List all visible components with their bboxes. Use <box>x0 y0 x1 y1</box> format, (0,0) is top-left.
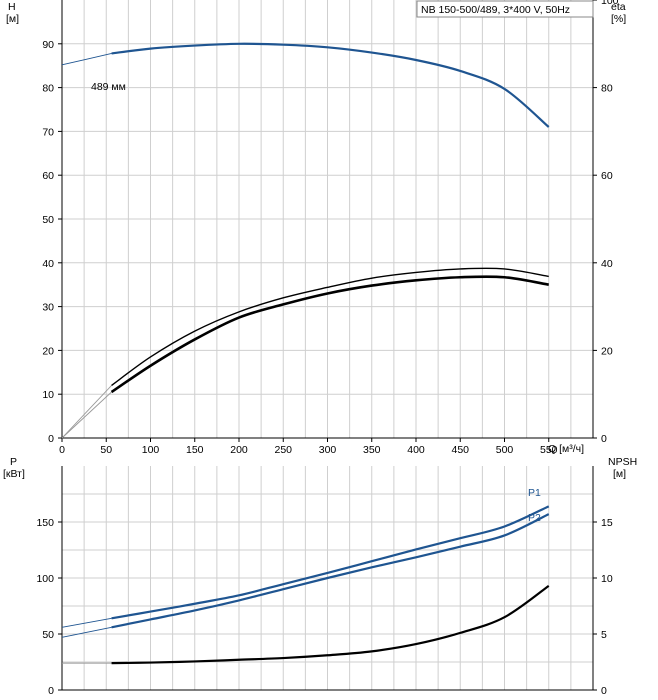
x-tick-label: 350 <box>363 444 381 456</box>
y-tick-label: 80 <box>42 83 54 95</box>
series-extrapolation-0-0 <box>61 52 112 66</box>
series-extrapolation-0-1 <box>61 385 112 439</box>
series-line-0-0 <box>111 42 550 128</box>
series-line-0-2 <box>110 275 549 394</box>
series-label-p1: P1 <box>528 487 541 499</box>
y-tick-label: 0 <box>48 433 54 445</box>
y-tick-label: 30 <box>42 302 54 314</box>
y2-tick-label: 80 <box>601 83 613 95</box>
x-tick-label: 100 <box>142 444 160 456</box>
y2-tick-label: 5 <box>601 629 607 641</box>
top-ylabel-unit: [м] <box>6 13 19 25</box>
y-tick-label: 40 <box>42 258 54 270</box>
series-label-489: 489 мм <box>91 81 126 93</box>
y2-tick-label: 40 <box>601 258 613 270</box>
y-tick-label: 100 <box>36 573 54 585</box>
curve-title-box: NB 150-500/489, 3*400 V, 50Hz <box>416 0 594 18</box>
y-tick-label: 150 <box>36 517 54 529</box>
series-line-1-2 <box>111 584 550 665</box>
x-tick-label: 450 <box>451 444 469 456</box>
y-tick-label: 20 <box>42 345 54 357</box>
series-line-1-1 <box>111 513 550 629</box>
top-grid <box>61 0 594 439</box>
series-line-0-1 <box>111 267 549 387</box>
top-tick-labels: 0 10 20 30 40 50 60 70 80 90 0 20 40 60 80 100 0 50 100 150… <box>42 0 619 456</box>
x-tick-label: 150 <box>186 444 204 456</box>
bottom-ylabel-unit: [кВт] <box>3 468 25 480</box>
series-extrapolation-1-1 <box>61 626 112 638</box>
top-ylabel-letter: H <box>8 1 16 13</box>
top-y2label-unit: [%] <box>611 13 626 25</box>
y-tick-label: 90 <box>42 39 54 51</box>
x-tick-label: 550 <box>540 444 558 456</box>
top-y2label-letter: eta <box>611 1 626 13</box>
x-axis-label: Q [м³/ч] <box>548 443 584 455</box>
top-series-layer <box>61 42 550 439</box>
y-tick-label: 60 <box>42 170 54 182</box>
y-tick-label: 50 <box>42 629 54 641</box>
x-tick-label: 200 <box>230 444 248 456</box>
bottom-ylabel-letter: P <box>10 456 17 468</box>
y-tick-label: 0 <box>48 685 54 697</box>
curve-title-text: NB 150-500/489, 3*400 V, 50Hz <box>421 4 570 16</box>
x-tick-label: 300 <box>319 444 337 456</box>
x-tick-label: 250 <box>274 444 292 456</box>
series-label-p2: P2 <box>528 512 541 524</box>
bottom-grid <box>61 466 594 691</box>
bottom-y2label-letter: NPSH <box>608 456 637 468</box>
y2-tick-label: 10 <box>601 573 613 585</box>
y2-tick-label: 20 <box>601 345 613 357</box>
series-extrapolation-0-2 <box>61 391 112 439</box>
y2-tick-label: 100 <box>601 0 619 7</box>
y2-tick-label: 60 <box>601 170 613 182</box>
series-extrapolation-1-0 <box>61 617 112 628</box>
x-tick-label: 400 <box>407 444 425 456</box>
bottom-y2label-unit: [м] <box>613 468 626 480</box>
y-tick-label: 70 <box>42 126 54 138</box>
y-tick-label: 10 <box>42 389 54 401</box>
x-tick-label: 500 <box>496 444 514 456</box>
x-tick-label: 0 <box>59 444 65 456</box>
y2-tick-label: 0 <box>601 433 607 445</box>
x-tick-label: 50 <box>100 444 112 456</box>
series-line-1-0 <box>111 505 550 620</box>
y2-tick-label: 15 <box>601 517 613 529</box>
bottom-tick-labels: 0 50 100 150 0 5 10 15 <box>36 517 612 697</box>
y-tick-label: 50 <box>42 214 54 226</box>
y2-tick-label: 0 <box>601 685 607 697</box>
bottom-series-layer <box>61 505 550 665</box>
